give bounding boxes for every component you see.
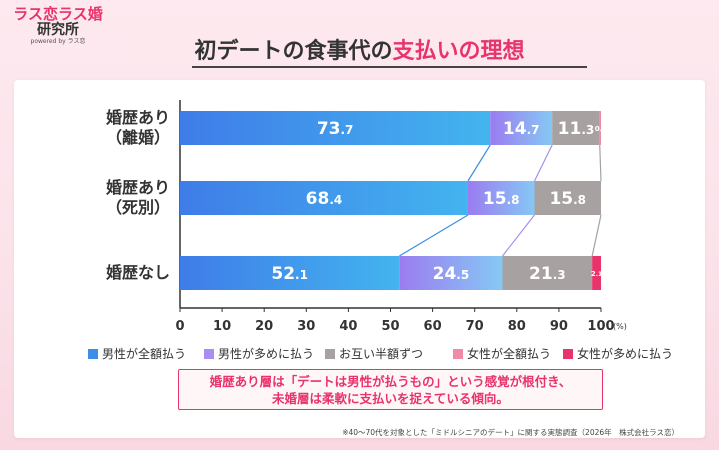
chart-title-highlight: 支払いの理想 [392, 39, 525, 64]
bar-value-label: 73.7 [317, 119, 354, 139]
bar-value-label: 14.7 [503, 119, 540, 139]
bar-segment [502, 256, 593, 290]
x-tick-label: 0 [175, 319, 184, 334]
chart-title-prefix: 初デートの食事代の [194, 39, 393, 64]
legend-item: 男性が多めに払う [204, 345, 314, 362]
x-tick-label: 10 [213, 319, 231, 334]
x-tick-label: 70 [466, 319, 484, 334]
legend-label: 男性が多めに払う [218, 347, 315, 361]
legend-swatch [453, 348, 463, 359]
x-tick-label: 80 [508, 319, 526, 334]
connector-line [467, 144, 491, 182]
summary-note-line1: 婚歴あり層は「デートは男性が払うもの」という感覚が根付き、 [209, 374, 572, 389]
summary-note-line2: 未婚層は柔軟に支払いを捉えている傾向。 [272, 391, 509, 406]
logo-powered-text: powered by ラス恋 [30, 38, 86, 45]
legend-swatch [325, 348, 335, 359]
bar-segment [180, 181, 468, 215]
connector-line [502, 214, 535, 257]
category-label: 婚歴あり （離婚） [105, 108, 170, 147]
bar-segment [552, 111, 600, 145]
logo: ラス恋ラス婚 研究所 powered by ラス恋 [8, 6, 108, 46]
bar-value-label: 21.3 [529, 264, 566, 284]
x-unit-label: (%) [613, 322, 627, 331]
legend-item: 男性が全額払う [88, 345, 186, 362]
category-label: 婚歴なし [105, 263, 170, 282]
bar-value-label: 52.1 [271, 264, 308, 284]
legend-swatch [88, 348, 98, 359]
bar-value-label: 68.4 [306, 189, 343, 209]
legend-swatch [563, 348, 573, 359]
x-tick-label: 20 [255, 319, 273, 334]
connector-line [399, 214, 469, 257]
title-underline [192, 66, 587, 68]
bar-segment [592, 256, 601, 290]
chart-title: 初デートの食事代の支払いの理想 [0, 33, 719, 65]
legend-item: 女性が多めに払う [563, 345, 673, 362]
legend: 男性が全額払う 男性が多めに払う お互い半額ずつ 女性が全額払う 女性が多めに払う [0, 345, 719, 361]
bar-segment [180, 256, 400, 290]
bar-segment [180, 111, 491, 145]
logo-main-text: ラス恋ラス婚 [13, 5, 103, 23]
summary-note: 婚歴あり層は「デートは男性が払うもの」という感覚が根付き、 未婚層は柔軟に支払い… [178, 369, 603, 410]
bar-segment [490, 111, 553, 145]
x-tick-label: 50 [381, 319, 399, 334]
legend-label: 女性が多めに払う [577, 347, 674, 361]
bar-value-label: 11.3 [558, 119, 595, 139]
legend-swatch [204, 348, 214, 359]
x-tick-label: 90 [550, 319, 568, 334]
x-tick-label: 40 [339, 319, 357, 334]
legend-label: お互い半額ずつ [339, 347, 424, 361]
x-tick-label: 100 [587, 319, 614, 334]
bar-segment [399, 256, 503, 290]
footnote: ※40〜70代を対象とした「ミドルシニアのデート」に関する実態調査（2026年 … [342, 428, 679, 437]
bar-value-label: 0.3 [595, 125, 606, 133]
legend-label: 女性が全額払う [467, 347, 552, 361]
connector-line [599, 144, 602, 182]
bar-value-label: 24.5 [433, 264, 470, 284]
bar-value-label: 2.1 [591, 270, 602, 278]
bar-value-label: 15.8 [483, 189, 520, 209]
x-tick-label: 60 [424, 319, 442, 334]
legend-item: 女性が全額払う [453, 345, 551, 362]
bar-segment [467, 181, 535, 215]
connector-line [533, 144, 553, 182]
logo-sub-text: 研究所 [37, 22, 79, 38]
bar-segment [599, 111, 601, 145]
bar-segment [534, 181, 601, 215]
connector-line [591, 214, 602, 257]
x-tick-label: 30 [297, 319, 315, 334]
bar-value-label: 15.8 [549, 189, 586, 209]
legend-label: 男性が全額払う [102, 347, 187, 361]
legend-item: お互い半額ずつ [325, 345, 423, 362]
category-label: 婚歴あり （死別） [105, 178, 170, 217]
